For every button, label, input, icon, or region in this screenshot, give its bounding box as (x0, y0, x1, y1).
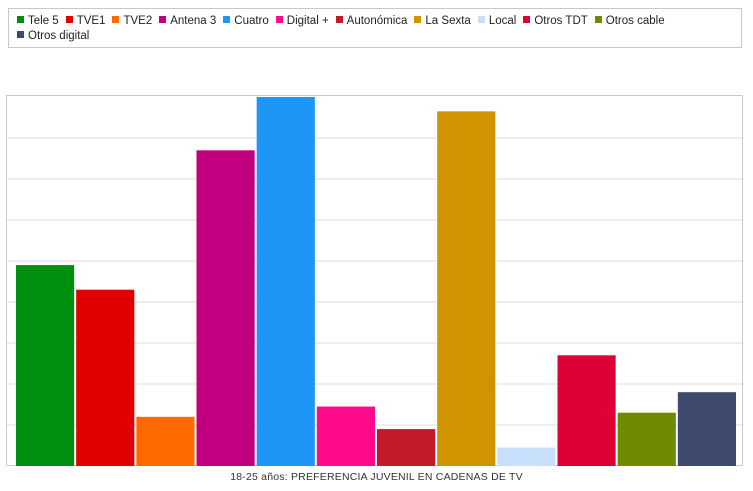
legend-swatch (523, 16, 531, 23)
legend-label: Local (488, 15, 517, 27)
bar[interactable] (377, 429, 436, 466)
legend-label: Autonómica (346, 15, 408, 27)
bar-chart (7, 97, 744, 467)
legend-item[interactable]: Antena 3 (159, 14, 216, 29)
legend-label: Otros digital (28, 30, 90, 42)
bar[interactable] (16, 265, 75, 466)
legend-label: TVE2 (123, 15, 153, 27)
chart-legend: Tele 5 TVE1 TVE2 Antena 3 Cuatro Digital + Aut… (8, 8, 742, 48)
bar[interactable] (497, 447, 556, 466)
legend-swatch (65, 16, 73, 23)
legend-label: Otros TDT (534, 15, 588, 27)
bar[interactable] (557, 355, 616, 466)
bar[interactable] (677, 392, 736, 466)
legend-label: La Sexta (425, 15, 471, 27)
legend-swatch (112, 16, 120, 23)
chart-title: 18-25 años: PREFERENCIA JUVENIL EN CADEN… (230, 471, 523, 483)
legend-item[interactable]: Local (477, 14, 517, 29)
plot-area (6, 95, 744, 467)
bar[interactable] (196, 150, 255, 467)
bar[interactable] (617, 412, 676, 466)
legend-item[interactable]: Autonómica (335, 14, 408, 29)
legend-item[interactable]: Digital + (275, 14, 329, 29)
legend-swatch (335, 16, 343, 23)
legend-label: Antena 3 (170, 15, 217, 27)
legend-swatch (275, 16, 283, 23)
legend-item[interactable]: Otros cable (594, 14, 665, 29)
legend-item[interactable]: Otros TDT (523, 14, 588, 29)
legend-item[interactable]: Tele 5 (17, 14, 59, 29)
legend-swatch (17, 31, 24, 38)
legend-item[interactable]: Cuatro (223, 14, 269, 29)
bar[interactable] (316, 406, 375, 466)
legend-swatch (159, 16, 167, 23)
legend-swatch (477, 16, 485, 23)
legend-item[interactable]: La Sexta (414, 14, 471, 29)
bar[interactable] (256, 97, 315, 466)
legend-swatch (414, 16, 422, 23)
bar[interactable] (437, 111, 496, 466)
bar[interactable] (76, 289, 135, 466)
legend-swatch (223, 16, 231, 23)
legend-label: Otros cable (605, 15, 665, 27)
legend-swatch (594, 16, 602, 23)
legend-swatch (17, 16, 24, 23)
legend-label: Cuatro (234, 15, 269, 27)
bar[interactable] (136, 416, 195, 466)
legend-label: Digital + (286, 15, 329, 27)
legend-label: TVE1 (76, 15, 106, 27)
legend-item[interactable]: TVE1 (65, 14, 106, 29)
legend-item[interactable]: Otros digital (17, 29, 89, 44)
legend-label: Tele 5 (28, 15, 59, 27)
legend-item[interactable]: TVE2 (112, 14, 152, 29)
